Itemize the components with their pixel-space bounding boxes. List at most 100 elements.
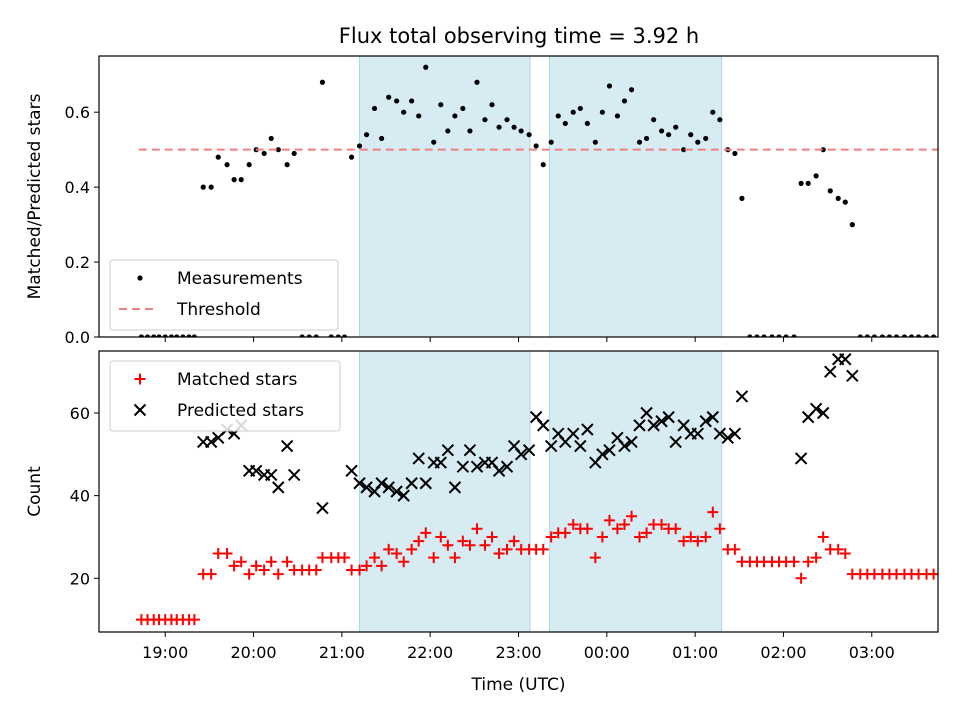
top-series-measurements-point-27 [328,334,334,337]
top-series-measurements-point-36 [394,98,400,104]
top-series-measurements-point-90 [791,334,797,337]
bottom-series-predicted-stars-point-56 [655,415,668,428]
top-series-measurements-point-105 [901,334,908,337]
top-series-measurements-point-97 [842,199,848,205]
bottom-series-matched-stars-point-97 [839,547,851,559]
bottom-series-matched-stars-point-47 [471,523,483,535]
bottom-series-matched-stars-point-34 [376,560,388,572]
bottom-series-predicted-stars-point-12 [287,468,301,482]
bottom-series-predicted-stars-point-51 [618,439,631,453]
top-series-measurements-point-32 [363,132,370,138]
bottom-series-predicted-stars-point-48 [596,448,609,461]
bottom-series-predicted-stars-point-41 [544,439,558,453]
bottom-series-matched-stars-point-51 [501,543,513,555]
top-series-measurements-point-78 [703,135,709,142]
bottom-series-predicted-stars-point-11 [280,439,294,453]
bottom-series-matched-stars-point-59 [559,527,571,539]
bottom-series-matched-stars-point-68 [626,510,638,522]
bottom-legend-label-1: Predicted stars [177,401,304,421]
bottom-series-predicted-stars-point-40 [537,419,550,432]
bottom-series-matched-stars-point-16 [243,568,255,580]
x-axis-label: Time (UTC) [471,675,566,695]
bottom-series-predicted-stars-point-38 [522,443,536,457]
bottom-series-predicted-stars-point-55 [647,419,660,432]
bottom-series-matched-stars-point-77 [692,535,704,547]
bottom-plot-area [135,353,938,626]
bottom-ytick-label-2: 60 [70,404,90,423]
top-series-measurements-point-59 [562,120,568,127]
top-series-measurements-point-85 [754,334,760,337]
bottom-series-predicted-stars-point-65 [721,431,735,444]
bottom-series-matched-stars-point-29 [339,552,351,564]
bottom-xtick-label-6: 01:00 [672,643,718,662]
top-series-measurements-point-9 [191,334,197,337]
top-series-measurements-point-95 [827,188,833,194]
bottom-series-matched-stars-point-45 [457,535,469,547]
bottom-series-matched-stars-point-57 [545,531,557,543]
top-plot-area [138,64,938,337]
bottom-series-matched-stars-point-41 [428,552,440,564]
bottom-series-matched-stars-point-65 [603,514,615,526]
top-series-measurements-point-89 [783,334,789,337]
bottom-series-predicted-stars-point-70 [809,402,823,416]
top-series-measurements-point-47 [474,79,480,85]
bottom-series-matched-stars-point-49 [486,531,498,543]
top-series-measurements-point-93 [813,173,819,179]
bottom-series-matched-stars-point-46 [464,539,476,551]
bottom-series-predicted-stars-point-64 [713,427,727,440]
top-series-measurements-point-49 [489,102,495,108]
top-legend-label-0: Measurements [177,269,303,289]
top-series-measurements-point-21 [284,162,290,168]
bottom-series-matched-stars-point-69 [633,531,645,543]
top-series-measurements-point-107 [915,334,922,337]
top-series-measurements-point-75 [681,147,687,153]
top-series-measurements-point-37 [401,109,407,115]
top-series-measurements-point-58 [555,113,561,119]
bottom-series-matched-stars-point-13 [221,547,233,559]
top-series-measurements-point-11 [208,184,214,190]
top-series-measurements-point-80 [717,117,723,123]
top-series-measurements-point-100 [864,334,870,337]
bottom-series-matched-stars-point-67 [618,519,630,531]
top-series-measurements-point-96 [835,195,841,201]
top-series-measurements-point-108 [923,334,930,337]
top-series-measurements-point-68 [628,87,635,93]
bottom-xtick-label-2: 21:00 [319,643,365,662]
bottom-shaded-interval-1 [548,350,723,633]
bottom-series-predicted-stars-point-58 [669,435,682,449]
bottom-legend-key-0 [134,373,146,385]
bottom-series-predicted-stars-point-26 [434,456,447,469]
top-legend: Measurements Threshold [109,259,339,331]
top-series-measurements-point-4 [162,334,168,337]
bottom-series-matched-stars-point-56 [537,543,549,555]
bottom-series-predicted-stars-point-31 [470,460,484,473]
top-series-measurements-point-34 [379,135,385,142]
top-series-measurements-point-33 [371,105,378,112]
bottom-series-predicted-stars-point-74 [839,353,852,366]
top-series-measurements-point-13 [224,162,230,168]
top-shaded-interval-1 [548,55,723,338]
bottom-series-matched-stars-point-66 [611,523,623,535]
top-ytick-label-3: 0.6 [65,103,90,122]
bottom-series-predicted-stars-point-20 [390,485,403,498]
bottom-series-matched-stars-point-63 [589,552,601,564]
bottom-series-matched-stars-point-96 [832,543,844,555]
bottom-series-predicted-stars-point-34 [492,464,506,478]
bottom-series-matched-stars-point-18 [258,564,270,576]
bottom-series-matched-stars-point-20 [272,568,284,580]
top-series-measurements-point-16 [246,162,252,168]
bottom-series-matched-stars-point-110 [935,573,938,576]
bottom-series-matched-stars-point-72 [656,519,668,531]
bottom-legend-box [109,360,341,432]
bottom-series-matched-stars-point-43 [442,539,454,551]
top-series-measurements-point-2 [151,334,157,337]
top-series-measurements-point-30 [348,154,355,160]
top-series-measurements-point-84 [747,334,753,337]
top-series-measurements-point-101 [871,334,878,337]
bottom-series-predicted-stars-point-21 [397,489,410,502]
top-series-measurements-point-3 [156,334,162,337]
top-series-measurements-point-54 [526,132,532,138]
top-series-measurements-point-0 [138,334,144,337]
bottom-series-matched-stars-point-38 [406,543,418,555]
bottom-shaded-interval-0 [359,350,531,633]
